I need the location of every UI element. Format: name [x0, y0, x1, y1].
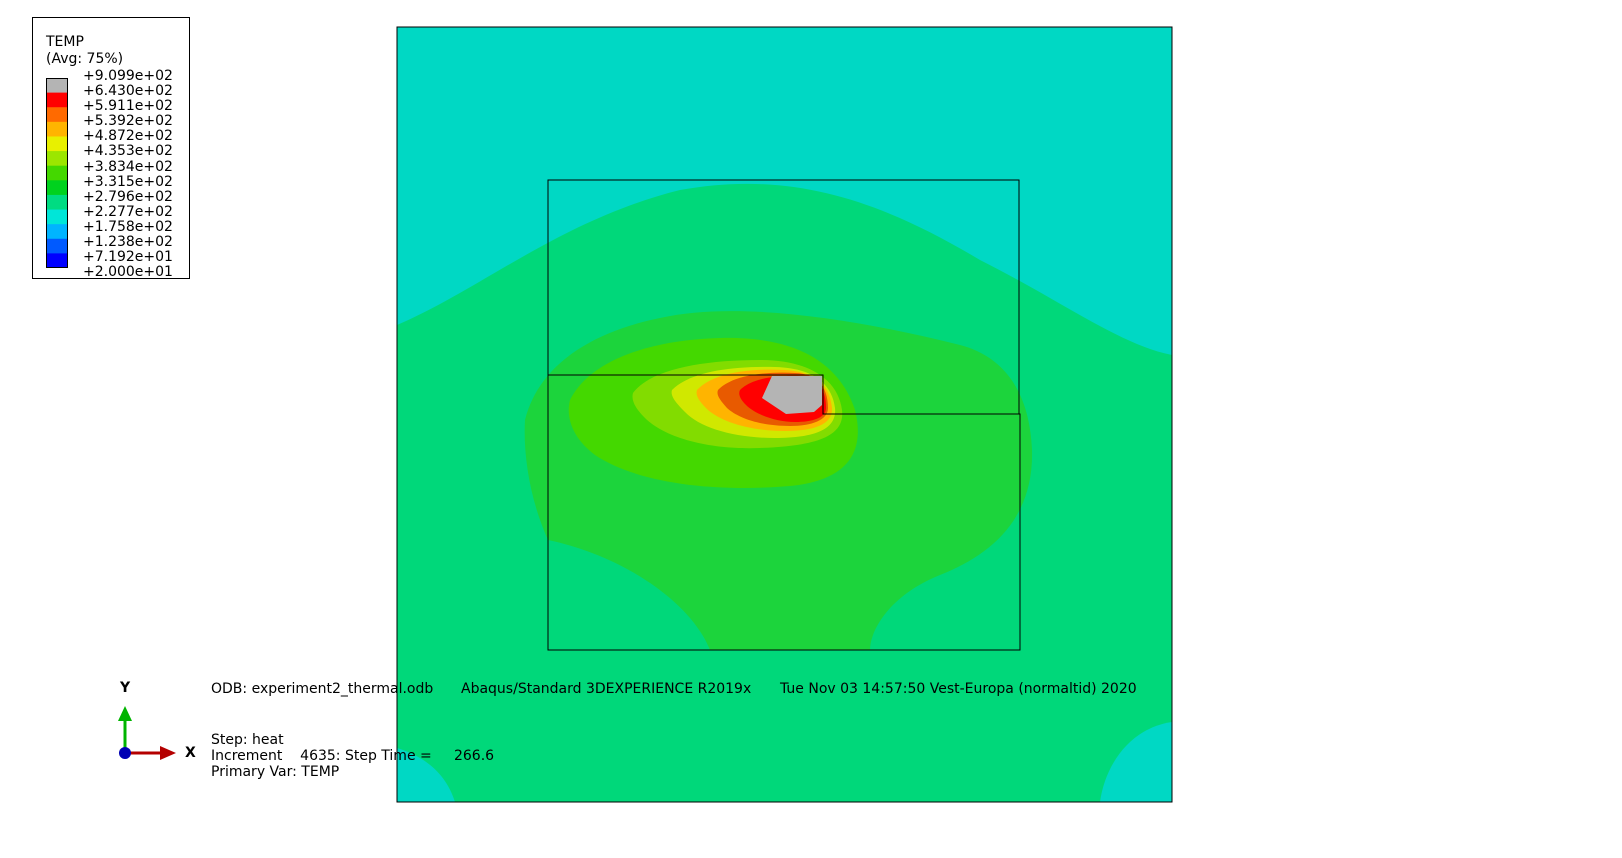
legend-label: +3.315e+02: [83, 173, 173, 190]
legend-swatch-9: [46, 209, 68, 225]
legend-label: +7.192e+01: [83, 249, 173, 266]
axis-triad: [118, 706, 176, 760]
x-axis-arrowhead: [160, 746, 176, 760]
legend-label: +3.834e+02: [83, 158, 173, 175]
legend-label: +1.238e+02: [83, 234, 173, 251]
legend-label: +2.796e+02: [83, 188, 173, 205]
outer-part-edge: [396, 26, 1173, 803]
lower-part-edge: [547, 374, 1021, 651]
step-info: Step: heat: [211, 732, 284, 748]
odb-info: ODB: experiment2_thermal.odb: [211, 681, 434, 697]
legend-label: +1.758e+02: [83, 218, 173, 235]
legend-color-bar: [46, 78, 68, 268]
legend-label: +2.277e+02: [83, 203, 173, 220]
legend-swatch-2: [46, 107, 68, 123]
legend-label: +4.872e+02: [83, 128, 173, 145]
legend-subtitle: (Avg: 75%): [46, 51, 124, 67]
legend-label: +2.000e+01: [83, 264, 173, 281]
x-axis-label: X: [185, 745, 196, 761]
legend-label: +6.430e+02: [83, 83, 173, 100]
solver-info: Abaqus/Standard 3DEXPERIENCE R2019x: [461, 681, 752, 697]
legend-bar-border: [46, 78, 68, 268]
legend-label: +5.392e+02: [83, 113, 173, 130]
date-info: Tue Nov 03 14:57:50 Vest-Europa (normalt…: [780, 681, 1137, 697]
legend-title: TEMP: [46, 34, 84, 50]
z-axis-dot: [119, 747, 131, 759]
legend-swatch-3: [46, 121, 68, 137]
legend-swatch-4: [46, 136, 68, 152]
contour-corner-bottom-right: [1100, 722, 1172, 802]
y-axis-arrowhead: [118, 706, 132, 721]
y-axis-label: Y: [120, 680, 131, 696]
legend-swatch-11: [46, 238, 68, 254]
primary-var-info: Primary Var: TEMP: [211, 764, 340, 780]
legend-labels: +9.099e+02 +6.430e+02 +5.911e+02 +5.392e+02…: [83, 68, 173, 281]
legend-label: +5.911e+02: [83, 98, 173, 115]
legend-swatch-12: [46, 253, 68, 268]
upper-part-edge: [547, 179, 1020, 414]
legend-label: +4.353e+02: [83, 143, 173, 160]
contour-band-6430: [762, 376, 822, 414]
legend-swatch-7: [46, 180, 68, 196]
model-viewport: [396, 26, 1173, 803]
legend-swatch-8: [46, 194, 68, 211]
legend-swatch-5: [46, 151, 68, 167]
increment-info: Increment 4635: Step Time = 266.6: [211, 748, 495, 764]
legend-swatch-6: [46, 165, 68, 181]
legend-label: +9.099e+02: [83, 68, 173, 84]
legend-swatch-1: [46, 92, 68, 108]
legend: TEMP (Avg: 75%) +9.099e+02 +6.430e+02 +5.9…: [32, 17, 190, 281]
legend-swatch-10: [46, 224, 68, 240]
legend-swatch-0: [46, 78, 68, 94]
